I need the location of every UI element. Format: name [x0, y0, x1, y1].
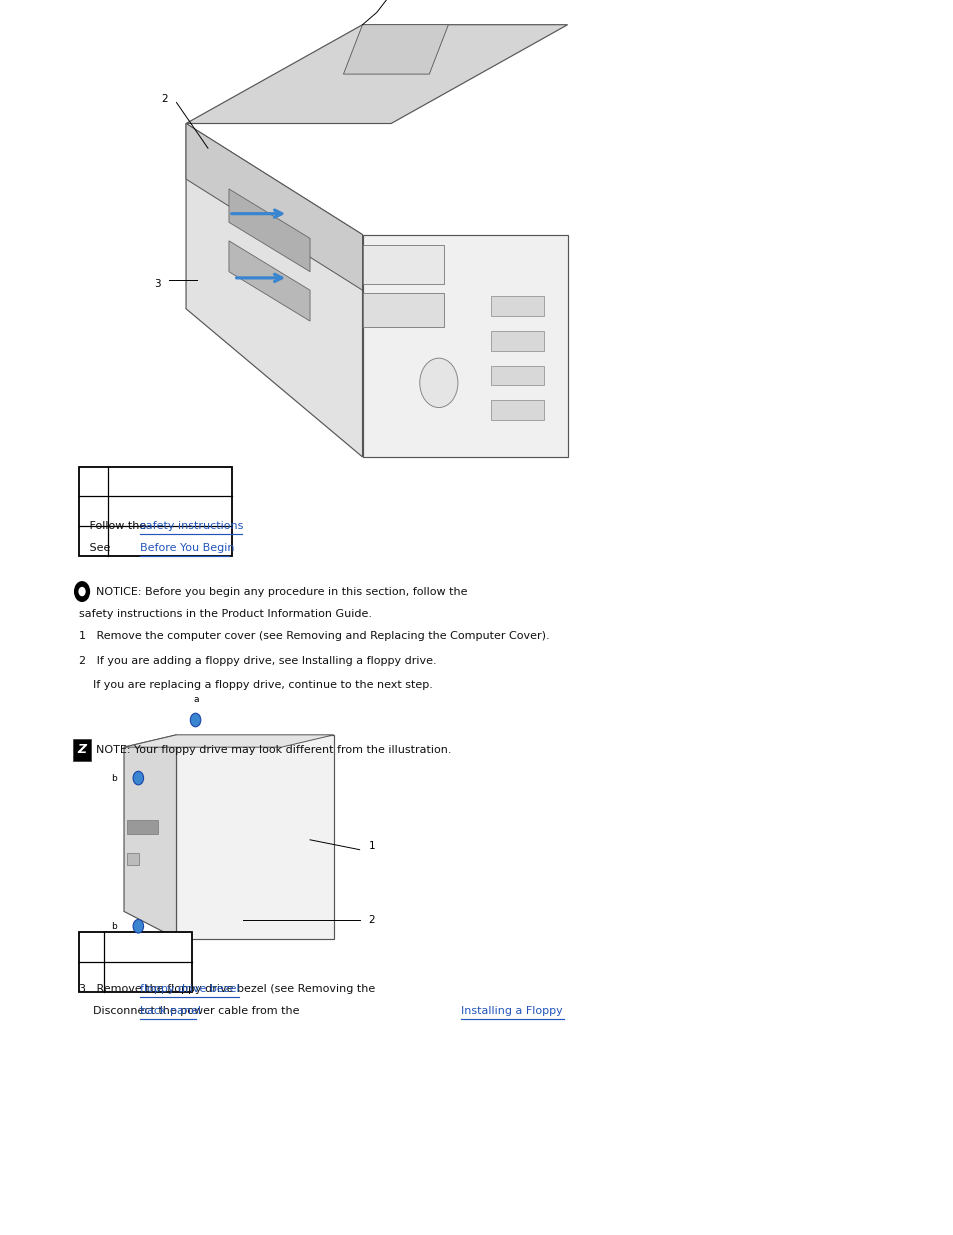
Polygon shape	[229, 189, 310, 272]
Text: Installing a Floppy: Installing a Floppy	[460, 1007, 562, 1016]
Bar	[79, 932, 192, 992]
Text: a: a	[193, 694, 199, 704]
Text: safety instructions: safety instructions	[140, 521, 243, 531]
Bar	[491, 366, 543, 385]
Polygon shape	[362, 235, 567, 457]
Bar	[73, 739, 91, 761]
Bar	[491, 296, 543, 316]
Polygon shape	[124, 735, 176, 939]
Text: 1   Remove the computer cover (see Removing and Replacing the Computer Cover).: 1 Remove the computer cover (see Removin…	[79, 631, 549, 641]
Text: 2: 2	[161, 94, 167, 104]
Circle shape	[419, 358, 457, 408]
Bar	[127, 853, 139, 864]
Text: floppy drive bezel: floppy drive bezel	[140, 984, 239, 994]
Text: safety instructions in the Product Information Guide.: safety instructions in the Product Infor…	[79, 609, 372, 619]
Polygon shape	[186, 124, 362, 290]
Bar	[362, 293, 443, 327]
Text: Disconnect the power cable from the: Disconnect the power cable from the	[79, 1007, 303, 1016]
Text: NOTE: Your floppy drive may look different from the illustration.: NOTE: Your floppy drive may look differe…	[96, 745, 452, 755]
Bar	[491, 400, 543, 420]
Circle shape	[133, 919, 143, 934]
Polygon shape	[124, 735, 334, 747]
Circle shape	[73, 582, 90, 601]
Polygon shape	[229, 241, 310, 321]
Text: 3   Remove the floppy drive bezel (see Removing the: 3 Remove the floppy drive bezel (see Rem…	[79, 984, 378, 994]
Text: NOTICE: Before you begin any procedure in this section, follow the: NOTICE: Before you begin any procedure i…	[96, 587, 467, 597]
Polygon shape	[186, 124, 362, 457]
Text: 3: 3	[154, 279, 160, 289]
Text: back panel: back panel	[140, 1007, 201, 1016]
Text: b: b	[112, 921, 117, 931]
Circle shape	[78, 587, 86, 597]
Text: Before You Begin: Before You Begin	[140, 543, 234, 553]
Text: See: See	[79, 543, 114, 553]
Text: Follow the: Follow the	[79, 521, 150, 531]
Text: 2: 2	[369, 915, 375, 925]
Text: 1: 1	[369, 841, 375, 851]
Circle shape	[191, 714, 201, 726]
Bar	[491, 331, 543, 351]
Polygon shape	[186, 25, 567, 124]
Circle shape	[133, 771, 143, 785]
Bar	[127, 820, 158, 834]
Text: b: b	[112, 773, 117, 783]
Polygon shape	[176, 735, 334, 939]
Bar	[362, 245, 443, 284]
Text: 2   If you are adding a floppy drive, see Installing a floppy drive.: 2 If you are adding a floppy drive, see …	[79, 656, 436, 666]
Text: Z: Z	[77, 743, 87, 756]
Text: If you are replacing a floppy drive, continue to the next step.: If you are replacing a floppy drive, con…	[79, 680, 433, 690]
Polygon shape	[343, 25, 448, 74]
Bar	[79, 467, 232, 556]
